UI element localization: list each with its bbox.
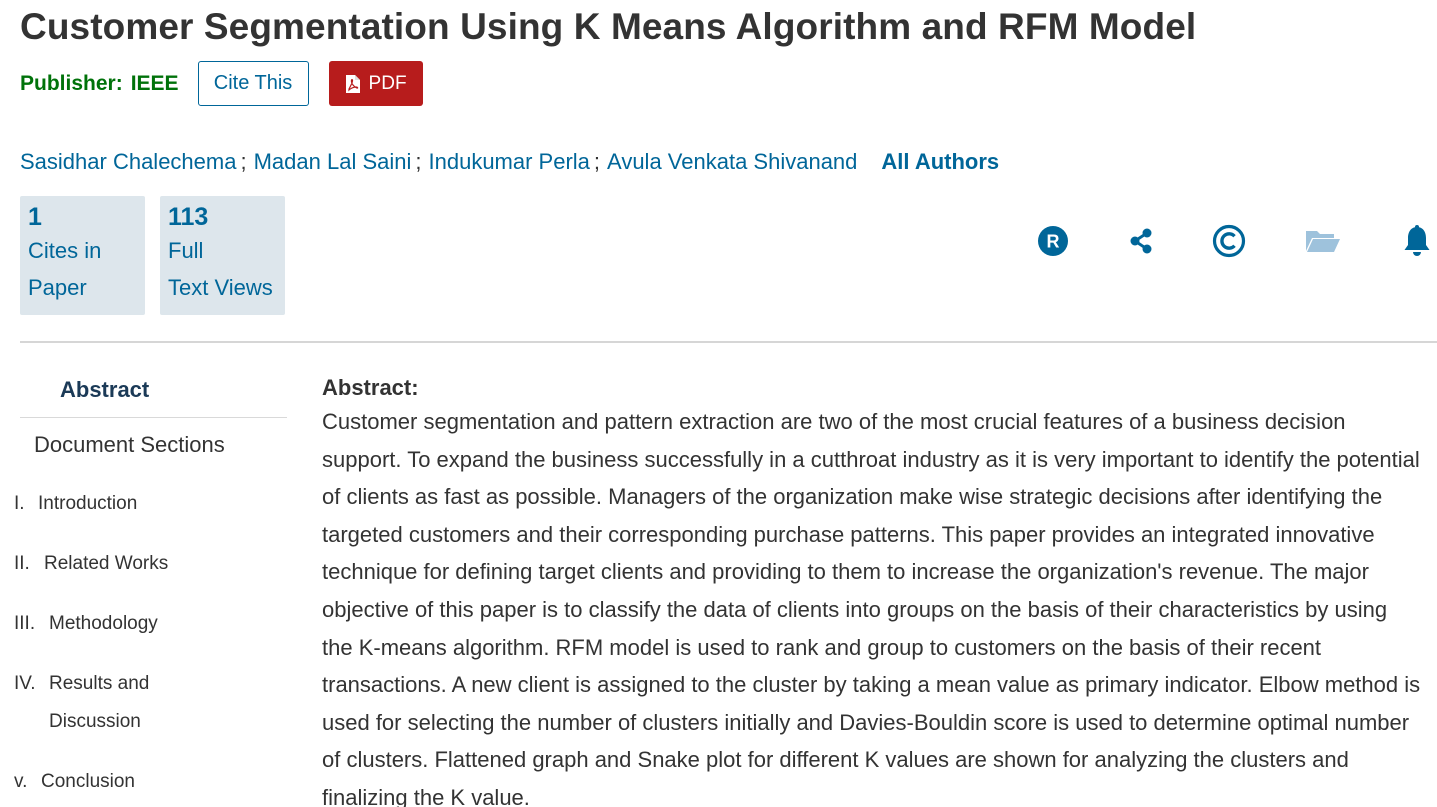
publisher-label: Publisher: — [20, 71, 123, 95]
abstract-text: Customer segmentation and pattern extrac… — [322, 409, 1421, 807]
section-number: III. — [14, 613, 36, 634]
r-badge-icon[interactable]: R — [1033, 222, 1073, 260]
sidebar-section-conclusion[interactable]: v. Conclusion — [14, 763, 135, 801]
author-separator: ; — [240, 149, 247, 174]
section-number: II. — [14, 553, 30, 574]
section-title: Conclusion — [41, 771, 135, 792]
publisher: Publisher: IEEE — [20, 72, 179, 96]
metric-label-line2: Text Views — [168, 275, 273, 300]
all-authors-link[interactable]: All Authors — [881, 149, 1000, 174]
sidebar-section-methodology[interactable]: III. Methodology — [14, 605, 158, 643]
section-number: I. — [14, 493, 25, 514]
author-list: Sasidhar Chalechema; Madan Lal Saini; Indu… — [20, 149, 999, 175]
copyright-icon[interactable] — [1209, 222, 1249, 260]
metric-label-line1: Full — [168, 238, 204, 263]
author-link[interactable]: Avula Venkata Shivanand — [607, 149, 858, 174]
metric-value: 1 — [28, 203, 42, 231]
pdf-button-label: PDF — [368, 72, 407, 94]
metric-label-line2: Paper — [28, 275, 87, 300]
metric-views[interactable]: 113 Full Text Views — [160, 196, 285, 315]
page-title: Customer Segmentation Using K Means Algo… — [20, 6, 1197, 47]
metric-label-line1: Cites in — [28, 238, 102, 263]
publisher-row: Publisher: IEEE Cite This PDF — [20, 61, 423, 106]
section-number: v. — [14, 771, 28, 792]
section-title: Related Works — [44, 553, 169, 574]
sidebar-item-abstract[interactable]: Abstract — [20, 360, 287, 418]
divider — [20, 341, 1437, 343]
sidebar-section-related-works[interactable]: II. Related Works — [14, 545, 168, 583]
section-number: IV. — [14, 673, 36, 694]
document-sections-heading: Document Sections — [34, 432, 225, 457]
sidebar-section-introduction[interactable]: I. Introduction — [14, 485, 137, 523]
abstract-heading: Abstract: — [322, 375, 419, 400]
metric-value: 113 — [168, 203, 209, 231]
author-link[interactable]: Madan Lal Saini — [253, 149, 412, 174]
share-icon[interactable] — [1121, 222, 1161, 260]
author-separator: ; — [415, 149, 422, 174]
cite-this-button[interactable]: Cite This — [197, 61, 309, 106]
pdf-file-icon — [345, 74, 360, 93]
author-separator: ; — [593, 149, 601, 174]
author-link[interactable]: Sasidhar Chalechema — [20, 149, 237, 174]
bell-icon[interactable] — [1397, 222, 1437, 260]
sidebar-section-results[interactable]: IV. Results and Discussion — [14, 665, 169, 741]
folder-icon[interactable] — [1303, 222, 1343, 260]
svg-text:R: R — [1047, 232, 1060, 252]
publisher-name: IEEE — [130, 71, 179, 95]
section-title: Introduction — [38, 493, 138, 514]
pdf-button[interactable]: PDF — [328, 61, 423, 106]
author-link[interactable]: Indukumar Perla — [428, 149, 590, 174]
sidebar: Abstract Document Sections — [20, 360, 287, 458]
section-title: Methodology — [49, 613, 158, 634]
section-title: Results and Discussion — [49, 673, 150, 732]
metric-cites[interactable]: 1 Cites in Paper — [20, 196, 145, 315]
